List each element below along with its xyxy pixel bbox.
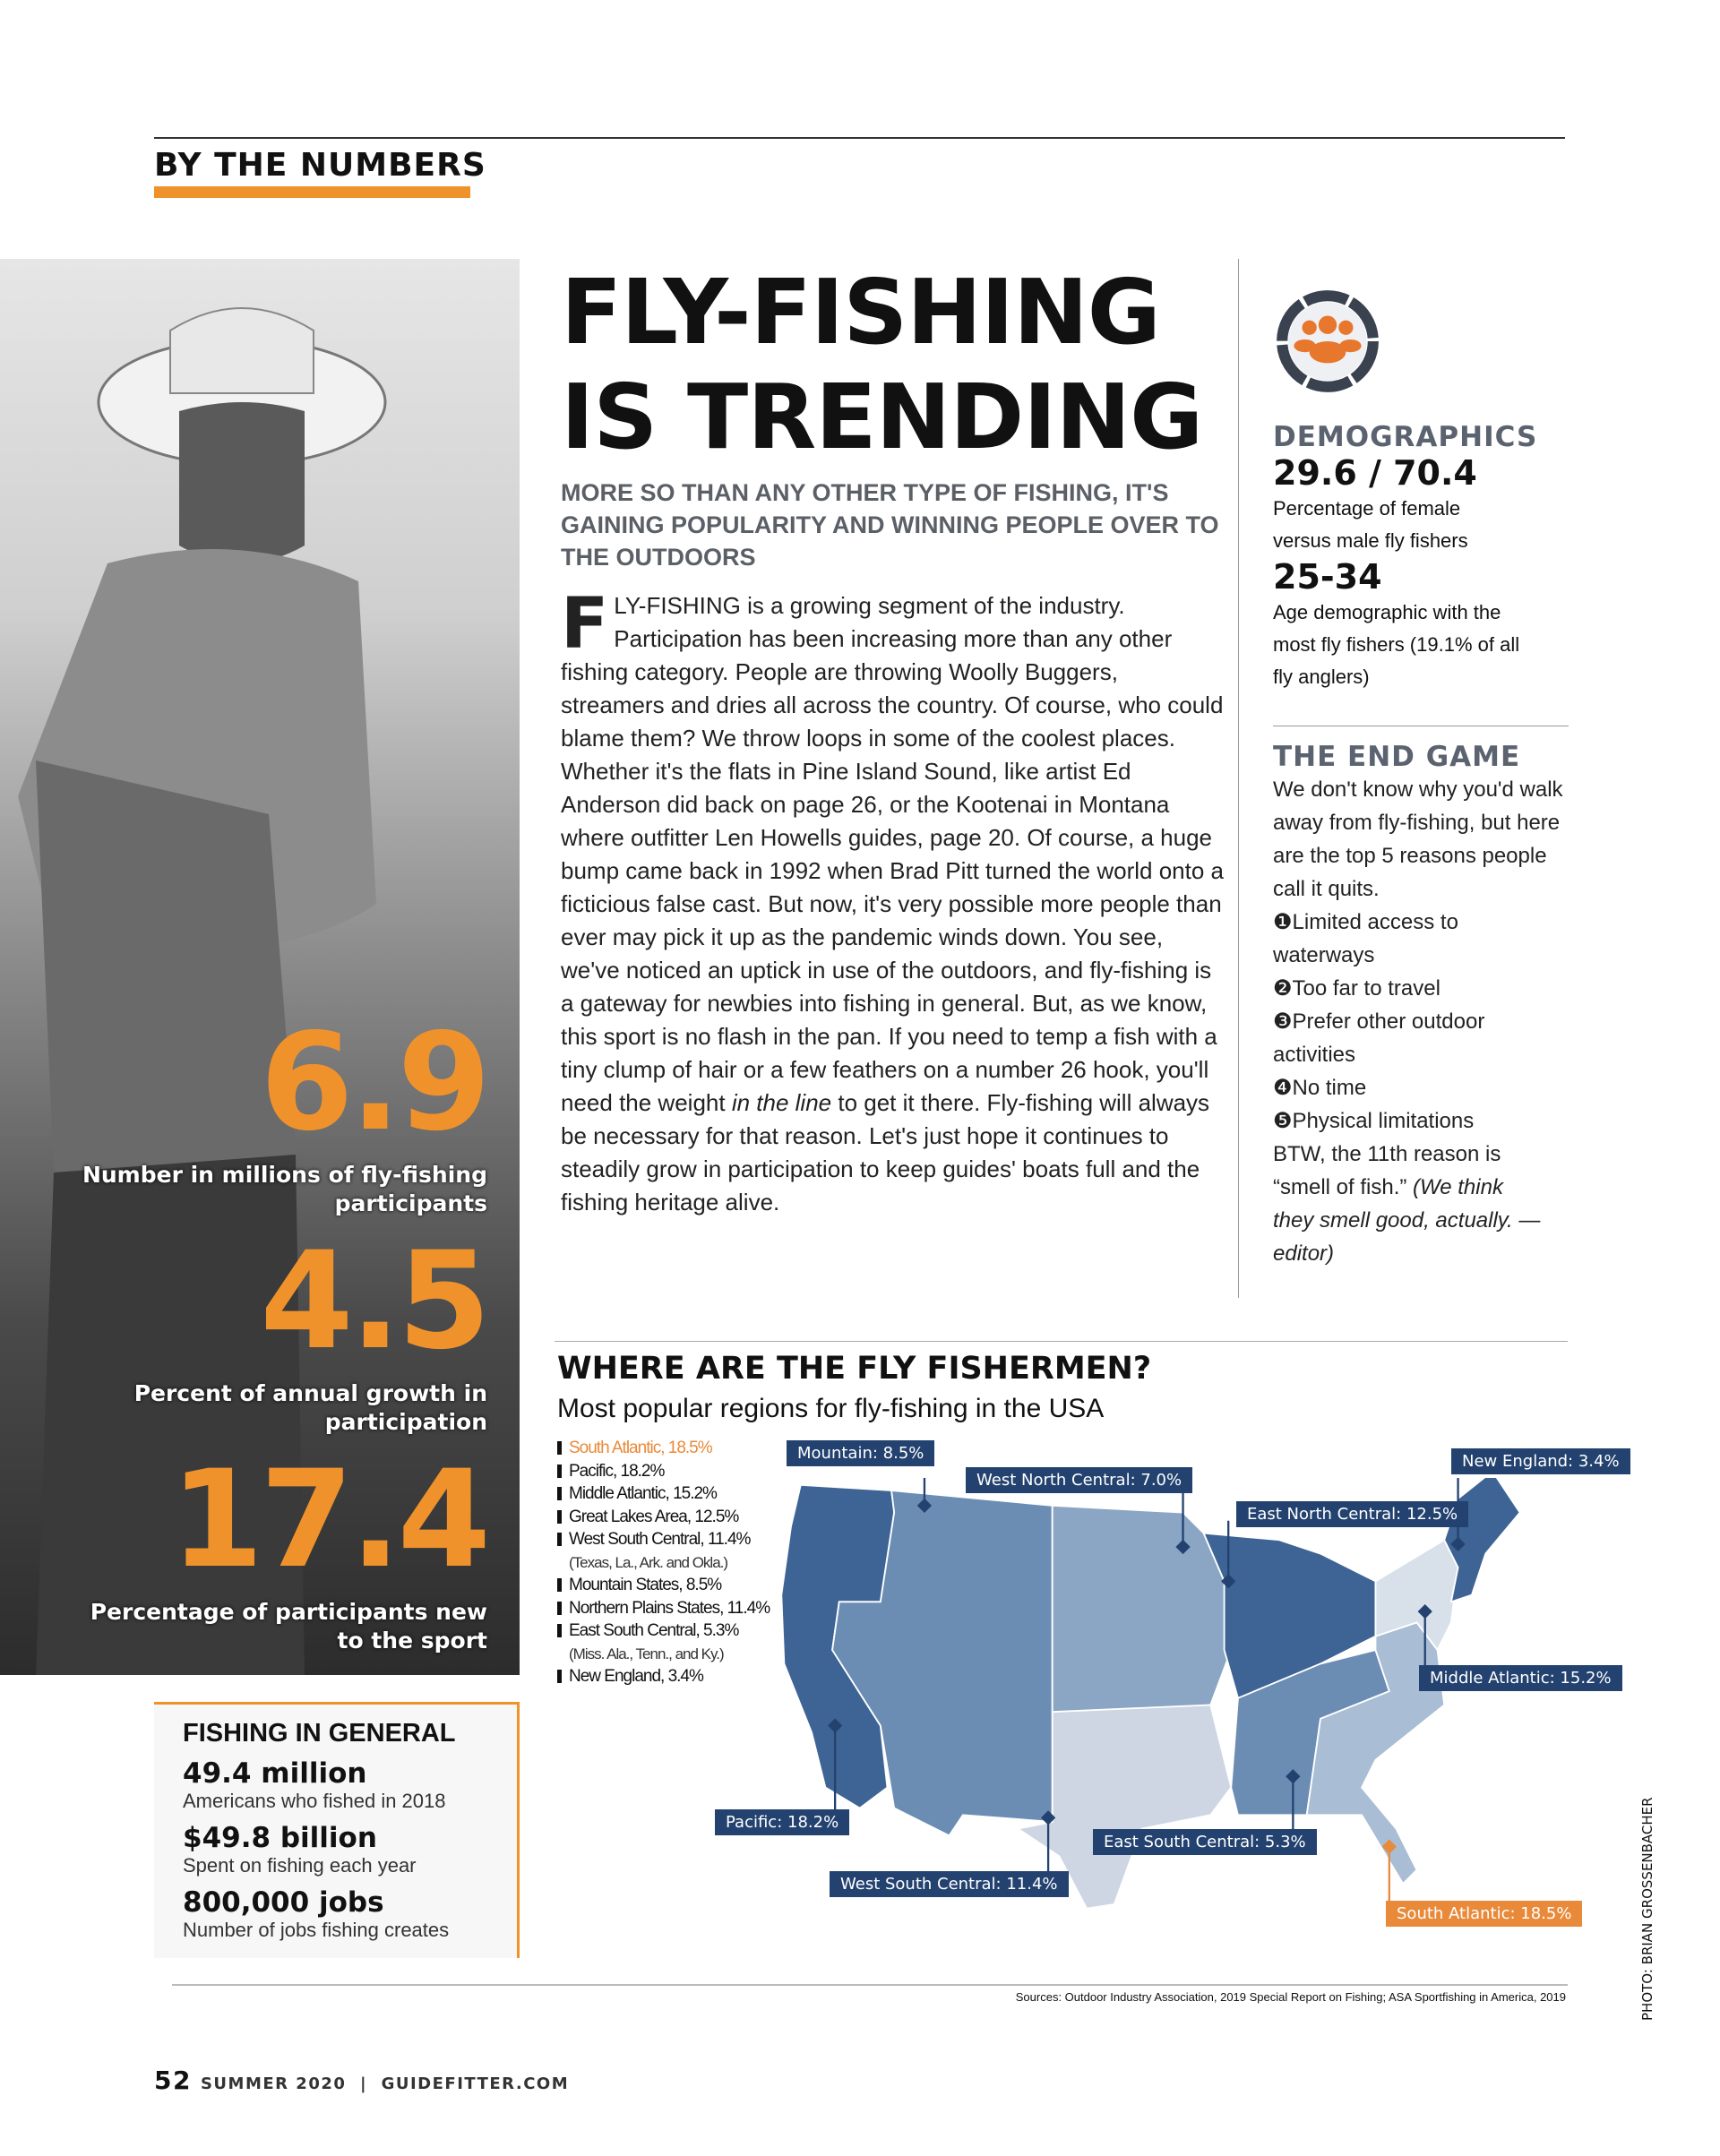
photo-credit: PHOTO: BRIAN GROSSENBACHER bbox=[1639, 1797, 1656, 2021]
bottom-rule bbox=[172, 1984, 1568, 1986]
callout-east-south-central: East South Central: 5.3% bbox=[1093, 1829, 1317, 1855]
reason-item: ❸Prefer other outdoor activities bbox=[1273, 1009, 1485, 1067]
page-footer: 52 SUMMER 2020 | GUIDEFITTER.COM bbox=[154, 2066, 569, 2095]
demographics-heading: DEMOGRAPHICS bbox=[1273, 421, 1538, 453]
anglers-value: 49.4 million bbox=[183, 1757, 367, 1790]
photo-stats: 6.9 Number in millions of fly-fishing pa… bbox=[57, 1005, 491, 1661]
gender-ratio: 29.6 / 70.4 bbox=[1273, 453, 1477, 493]
map-heading: WHERE ARE THE FLY FISHERMEN? bbox=[557, 1351, 1152, 1387]
jobs-label: Number of jobs fishing creates bbox=[183, 1919, 450, 1941]
spending-label: Spent on fishing each year bbox=[183, 1854, 417, 1877]
legend-item: Middle Atlantic, 15.2% bbox=[557, 1482, 770, 1506]
body-text-1: LY-FISHING is a growing segment of the i… bbox=[561, 592, 1224, 1116]
spending-value: $49.8 billion bbox=[183, 1822, 377, 1854]
legend-item: New England, 3.4% bbox=[557, 1665, 770, 1688]
article: FLY-FISHING IS TRENDING MORE SO THAN ANY… bbox=[561, 260, 1224, 1219]
legend-marker bbox=[557, 1578, 562, 1592]
region-west-north-central bbox=[1051, 1504, 1233, 1720]
end-game-reasons: ❶Limited access to waterways ❷Too far to… bbox=[1273, 906, 1497, 1138]
callout-new-england: New England: 3.4% bbox=[1451, 1448, 1630, 1474]
region-west-south-central bbox=[1015, 1704, 1233, 1910]
legend-item: South Atlantic, 18.5% bbox=[557, 1437, 770, 1460]
legend-item: Mountain States, 8.5% bbox=[557, 1574, 770, 1597]
sidebar: DEMOGRAPHICS 29.6 / 70.4 Percentage of f… bbox=[1273, 287, 1569, 1270]
age-range-label: Age demographic with the most fly fisher… bbox=[1273, 601, 1520, 688]
reason-item: ❺Physical limitations bbox=[1273, 1109, 1475, 1133]
callout-south-atlantic: South Atlantic: 18.5% bbox=[1386, 1901, 1583, 1927]
footer-separator: | bbox=[359, 2074, 368, 2093]
stat-participants-value: 6.9 bbox=[260, 1005, 491, 1161]
callout-pacific: Pacific: 18.2% bbox=[715, 1809, 850, 1835]
stat-growth-value: 4.5 bbox=[260, 1224, 491, 1379]
legend-note: (Texas, La., Ark. and Okla.) bbox=[569, 1553, 728, 1571]
page-number: 52 bbox=[154, 2066, 192, 2095]
headline-line1: FLY-FISHING bbox=[561, 260, 1161, 365]
headline-line2: IS TRENDING bbox=[561, 365, 1203, 469]
legend-marker bbox=[557, 1509, 562, 1524]
people-group-icon bbox=[1277, 290, 1379, 392]
stat-new-label: Percentage of participants new to the sp… bbox=[90, 1599, 487, 1654]
callout-west-north-central: West North Central: 7.0% bbox=[966, 1467, 1193, 1493]
sources-note: Sources: Outdoor Industry Association, 2… bbox=[1015, 1990, 1566, 2004]
end-game-intro: We don't know why you'd walk away from f… bbox=[1273, 777, 1563, 901]
angler-photo: 6.9 Number in millions of fly-fishing pa… bbox=[0, 259, 520, 1675]
body-text-2: to get it there. Fly-fishing will always… bbox=[561, 1089, 1210, 1215]
stat-new-value: 17.4 bbox=[169, 1442, 491, 1598]
jobs-value: 800,000 jobs bbox=[183, 1886, 384, 1919]
us-regions-map bbox=[780, 1478, 1521, 1910]
legend-marker bbox=[557, 1601, 562, 1615]
issue-label: SUMMER 2020 bbox=[200, 2074, 347, 2093]
end-game-heading: THE END GAME bbox=[1273, 741, 1521, 773]
fishing-general-heading: FISHING IN GENERAL bbox=[183, 1719, 456, 1748]
legend-item: Great Lakes Area, 12.5% bbox=[557, 1506, 770, 1529]
callout-mountain: Mountain: 8.5% bbox=[787, 1440, 935, 1466]
drop-cap: F bbox=[561, 584, 609, 665]
legend-item: West South Central, 11.4% bbox=[557, 1528, 770, 1551]
column-divider bbox=[1238, 259, 1239, 1298]
end-game-outro: BTW, the 11th reason is “smell of fish.”… bbox=[1273, 1142, 1541, 1266]
section-underline bbox=[154, 186, 470, 198]
map-top-rule bbox=[555, 1341, 1568, 1342]
top-rule bbox=[154, 137, 1565, 139]
site-link[interactable]: GUIDEFITTER.COM bbox=[381, 2074, 570, 2093]
gender-ratio-label: Percentage of female versus male fly fis… bbox=[1273, 497, 1468, 552]
legend-note: (Miss. Ala., Tenn., and Ky.) bbox=[569, 1645, 725, 1662]
legend-marker bbox=[557, 1624, 562, 1637]
stat-growth-label: Percent of annual growth in participatio… bbox=[133, 1380, 487, 1435]
reason-item: ❶Limited access to waterways bbox=[1273, 910, 1458, 967]
fishing-in-general-box: FISHING IN GENERAL 49.4 million American… bbox=[154, 1702, 520, 1958]
legend-item: Northern Plains States, 11.4% bbox=[557, 1597, 770, 1620]
legend-marker bbox=[557, 1464, 562, 1478]
body-italic: in the line bbox=[731, 1089, 832, 1116]
callout-west-south-central: West South Central: 11.4% bbox=[830, 1871, 1069, 1897]
subheadline: MORE SO THAN ANY OTHER TYPE OF FISHING, … bbox=[561, 479, 1219, 571]
legend-item: East South Central, 5.3% bbox=[557, 1619, 770, 1643]
age-range: 25-34 bbox=[1273, 557, 1382, 597]
callout-middle-atlantic: Middle Atlantic: 15.2% bbox=[1419, 1665, 1622, 1691]
legend-item: Pacific, 18.2% bbox=[557, 1460, 770, 1483]
legend-marker bbox=[557, 1441, 562, 1455]
stat-participants-label: Number in millions of fly-fishing partic… bbox=[82, 1162, 487, 1216]
legend-marker bbox=[557, 1670, 562, 1683]
article-body: F LY-FISHING is a growing segment of the … bbox=[561, 589, 1224, 1219]
headline: FLY-FISHING IS TRENDING bbox=[561, 260, 1224, 469]
legend-marker bbox=[557, 1487, 562, 1500]
map-legend: South Atlantic, 18.5% Pacific, 18.2% Middl… bbox=[557, 1437, 770, 1688]
reason-item: ❹No time bbox=[1273, 1076, 1367, 1100]
angler-silhouette bbox=[18, 307, 387, 1675]
reason-item: ❷Too far to travel bbox=[1273, 976, 1440, 1001]
map-subheading: Most popular regions for fly-fishing in … bbox=[557, 1394, 1105, 1423]
anglers-label: Americans who fished in 2018 bbox=[183, 1790, 446, 1812]
legend-marker bbox=[557, 1533, 562, 1546]
callout-east-north-central: East North Central: 12.5% bbox=[1236, 1501, 1469, 1527]
section-label: BY THE NUMBERS bbox=[154, 147, 486, 184]
